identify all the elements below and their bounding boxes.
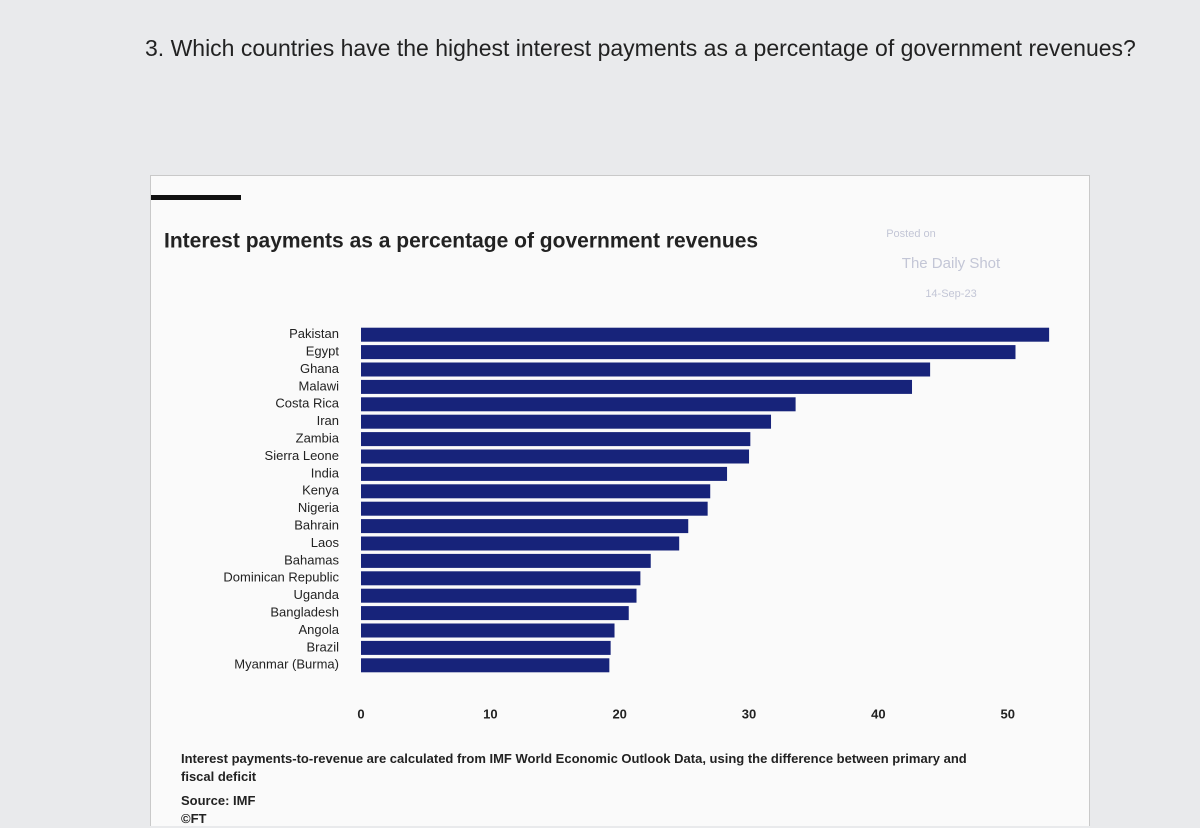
chart: Interest payments as a percentage of gov… <box>151 195 1050 721</box>
bar <box>361 397 796 412</box>
bar <box>361 362 931 377</box>
bar <box>361 449 750 464</box>
chart-credit: ©FT <box>181 811 207 826</box>
bar <box>361 606 629 621</box>
y-tick-label: Nigeria <box>298 500 340 515</box>
bar <box>361 658 610 673</box>
y-tick-label: Bangladesh <box>270 605 339 620</box>
y-tick-label: Costa Rica <box>275 396 339 411</box>
question: 3. Which countries have the highest inte… <box>145 35 1136 61</box>
watermark: Posted on <box>886 228 936 240</box>
x-tick-label: 20 <box>612 706 626 721</box>
y-tick-label: Brazil <box>306 639 339 654</box>
y-tick-label: Dominican Republic <box>223 570 339 585</box>
y-tick-label: Myanmar (Burma) <box>234 657 339 672</box>
bar <box>361 379 913 394</box>
y-tick-label: Kenya <box>302 483 340 498</box>
bar <box>361 553 651 568</box>
chart-panel: Interest payments as a percentage of gov… <box>150 175 1090 826</box>
y-tick-label: Angola <box>299 622 340 637</box>
bar <box>361 588 637 603</box>
bar <box>361 501 708 516</box>
x-tick-label: 0 <box>357 706 364 721</box>
y-tick-label: Egypt <box>306 344 340 359</box>
bar <box>361 466 728 481</box>
x-tick-label: 30 <box>742 706 756 721</box>
x-tick-label: 40 <box>871 706 885 721</box>
chart-note: Interest payments-to-revenue are calcula… <box>181 751 967 784</box>
bar <box>361 484 711 499</box>
y-tick-label: Ghana <box>300 361 340 376</box>
bar <box>361 536 680 551</box>
y-tick-label: India <box>311 465 340 480</box>
bar <box>361 623 615 638</box>
bar <box>361 640 611 655</box>
bar <box>361 327 1050 342</box>
x-tick-label: 10 <box>483 706 497 721</box>
y-tick-label: Uganda <box>293 587 339 602</box>
bar <box>361 571 641 586</box>
y-tick-label: Bahamas <box>284 552 339 567</box>
bar <box>361 519 689 534</box>
watermark: The Daily Shot <box>902 255 1001 272</box>
y-tick-label: Bahrain <box>294 518 339 533</box>
y-tick-label: Zambia <box>296 431 340 446</box>
watermark: 14-Sep-23 <box>925 288 976 300</box>
y-tick-label: Pakistan <box>289 326 339 341</box>
bar <box>361 432 751 447</box>
y-tick-label: Laos <box>311 535 340 550</box>
y-tick-label: Iran <box>317 413 339 428</box>
y-tick-label: Malawi <box>299 378 340 393</box>
y-tick-label: Sierra Leone <box>265 448 339 463</box>
x-tick-label: 50 <box>1000 706 1014 721</box>
title-rule <box>151 195 241 200</box>
bar <box>361 345 1016 360</box>
bar <box>361 414 772 429</box>
chart-source: Source: IMF <box>181 793 256 808</box>
chart-title: Interest payments as a percentage of gov… <box>164 230 758 253</box>
